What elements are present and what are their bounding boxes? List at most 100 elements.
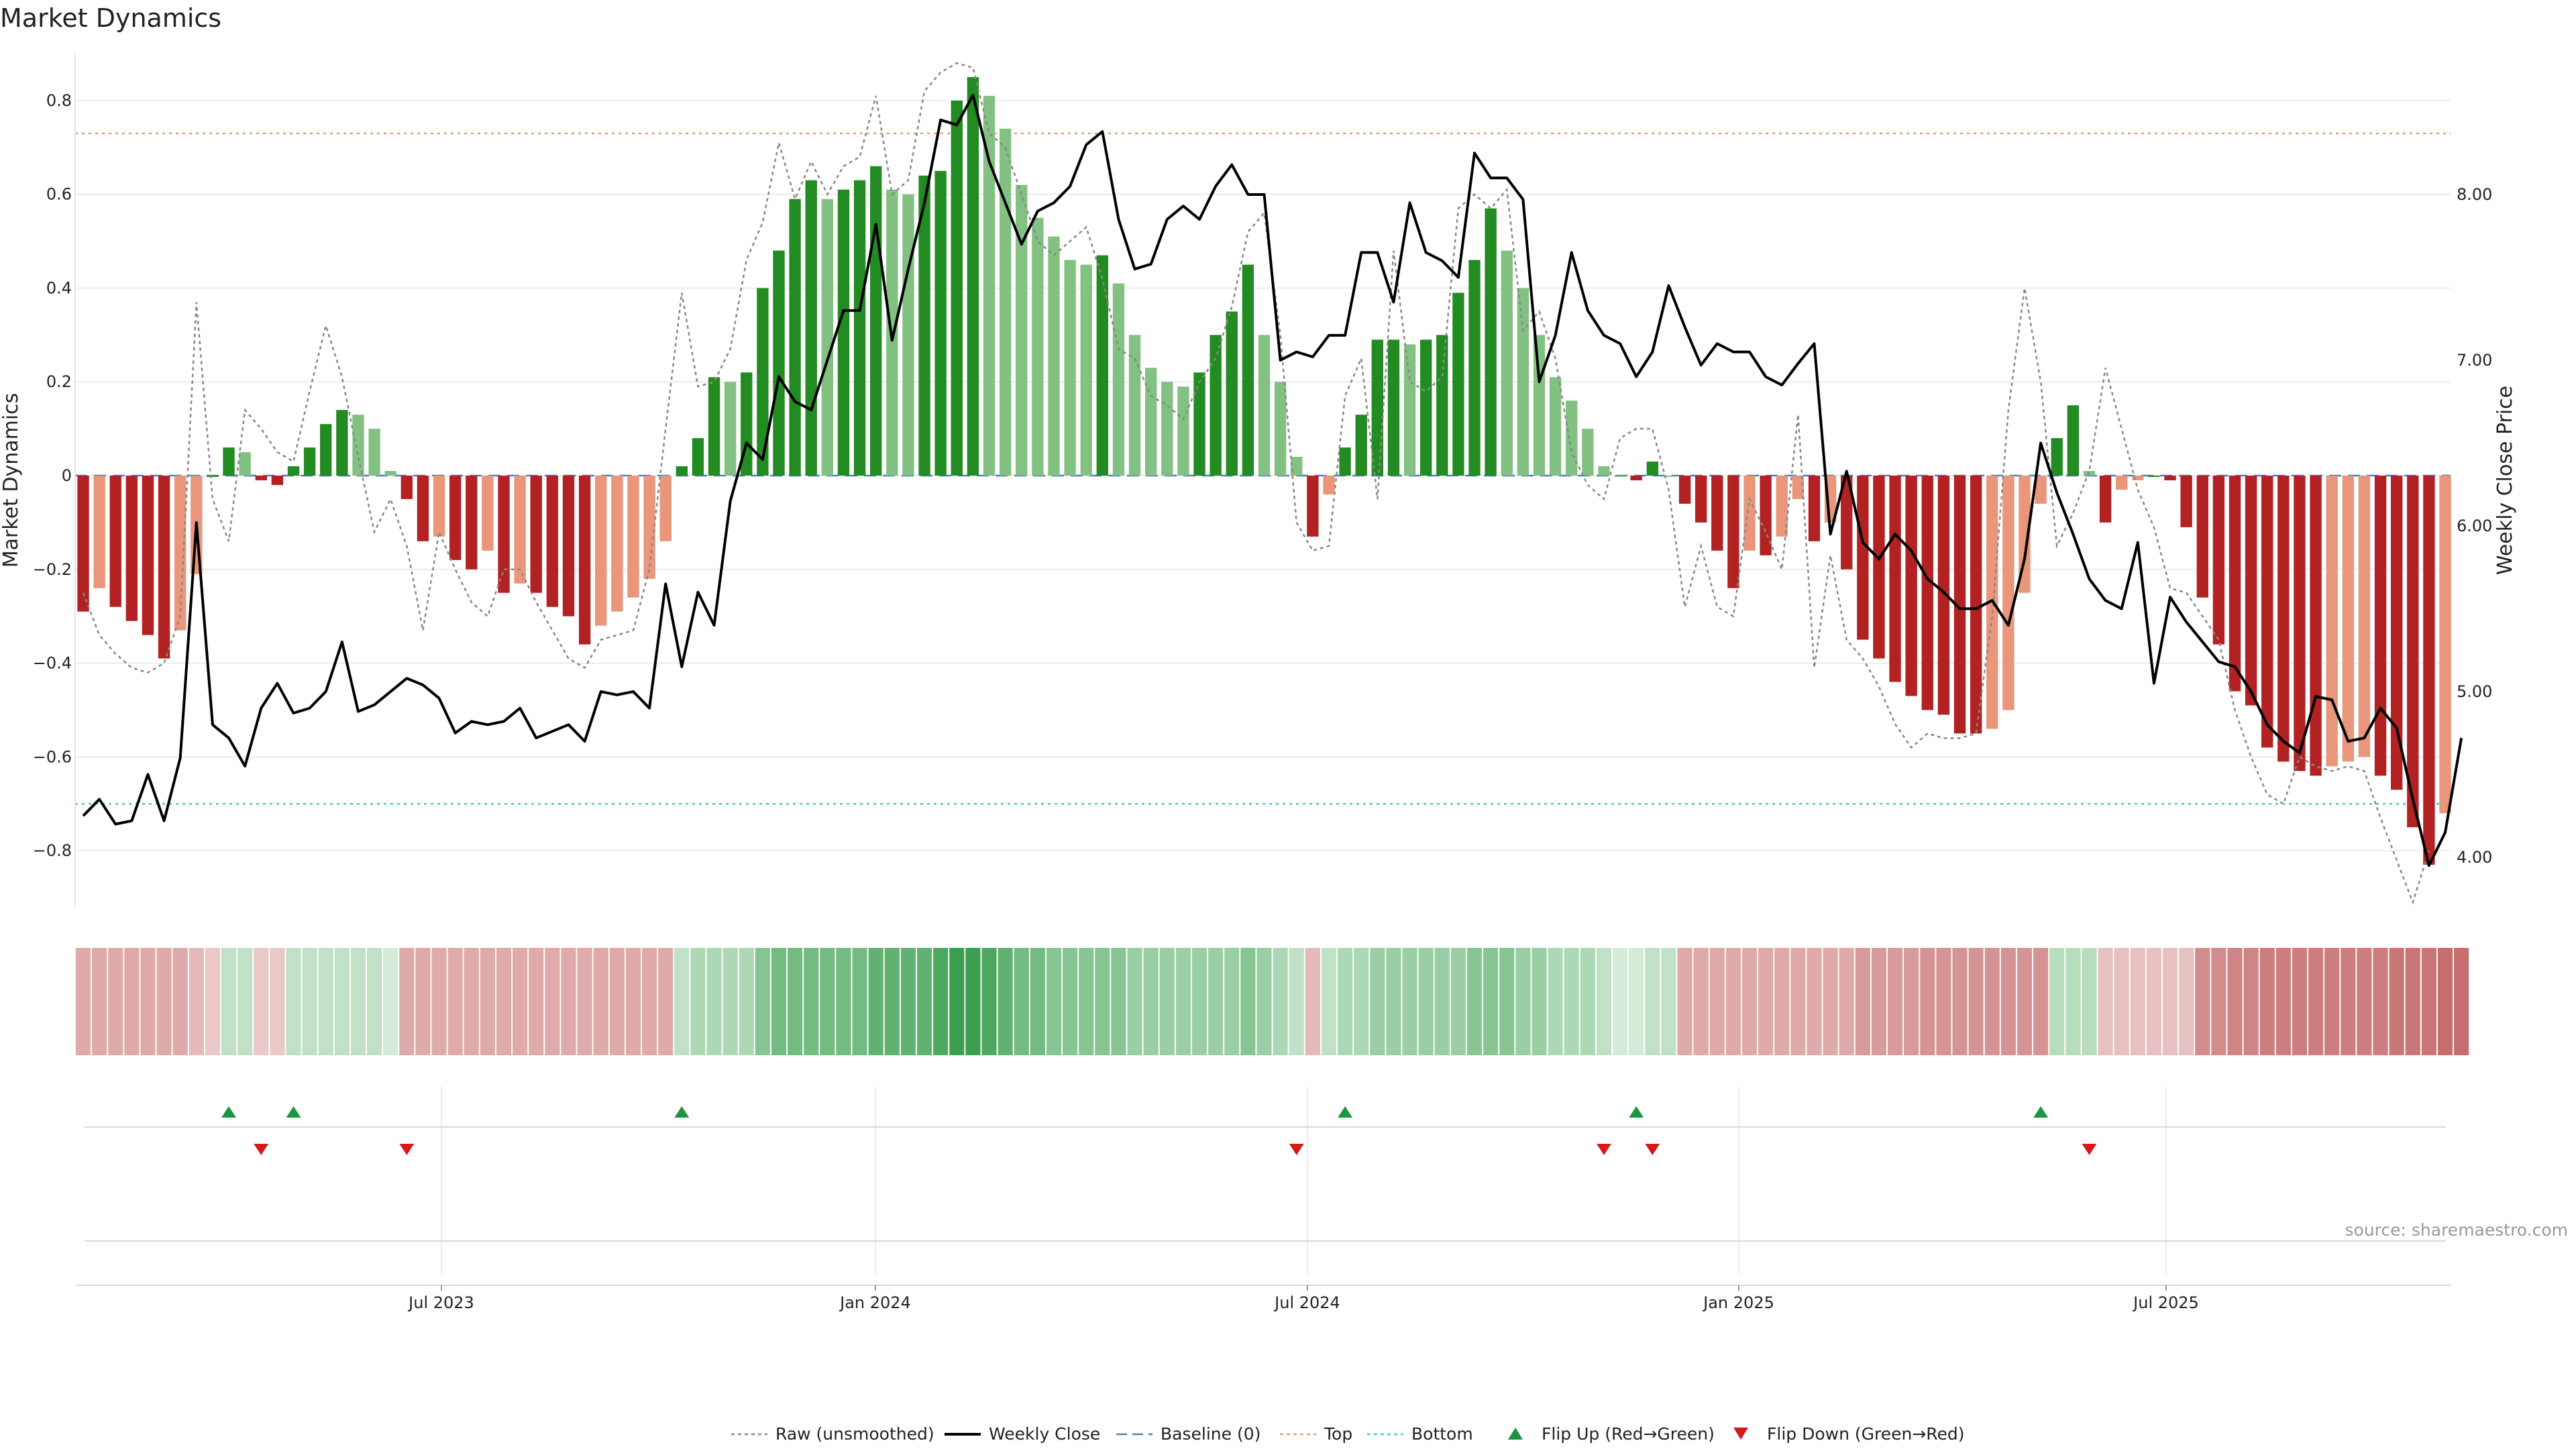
heat-strip-cell [496,948,512,1055]
dynamics-bar [1743,476,1756,551]
heat-strip-cell [2324,948,2340,1055]
heat-strip-cell [1645,948,1660,1055]
dynamics-bar [2019,476,2031,593]
dynamics-bar [773,250,785,476]
grid-lines [75,99,2451,1275]
heat-strip-cell [1483,948,1499,1055]
flip-down-marker [1596,1144,1611,1155]
flip-up-marker [2033,1106,2049,1118]
dynamics-bar [2132,476,2144,480]
dynamics-bar [2277,476,2290,762]
heat-strip-cell [2000,948,2016,1055]
heat-strip-cell [1159,948,1175,1055]
heat-strip-cell [1887,948,1903,1055]
heat-strip-cell [1968,948,1984,1055]
dynamics-bar [1112,283,1125,476]
flip-up-marker [1629,1106,1644,1118]
dynamics-bar [999,128,1012,476]
flip-markers-panel [85,1106,2445,1242]
heat-strip-cell [1289,948,1304,1055]
heat-strip-cell [1063,948,1078,1055]
heat-strip-cell [1548,948,1563,1055]
heat-strip-cell [755,948,770,1055]
dynamics-bar [1760,476,1772,555]
heat-strip-cell [1499,948,1515,1055]
dynamics-bar [757,288,769,476]
dynamics-bar [611,476,623,612]
heat-strip-cell [949,948,965,1055]
heat-strip-cell [1273,948,1288,1055]
heat-strip-cell [1823,948,1838,1055]
dynamics-bar [562,476,575,616]
dynamics-bar [1177,386,1189,476]
dynamics-bar [1485,208,1497,476]
heat-strip-cell [189,948,204,1055]
dynamics-bar [1403,344,1416,476]
heat-strip-cell [545,948,560,1055]
legend-label: Weekly Close [989,1424,1100,1444]
dynamics-bar [207,476,219,478]
heat-strip-cell [2227,948,2243,1055]
heat-strip-cell [367,948,382,1055]
heat-strip-cell [2389,948,2404,1055]
dynamics-bar [125,476,138,621]
x-tick-label: Jan 2024 [839,1293,911,1312]
heat-strip-cell [2162,948,2178,1055]
dynamics-bar [384,471,396,476]
heat-strip-cell [1402,948,1417,1055]
heat-strip-cell [334,948,350,1055]
x-tick-label: Jan 2025 [1702,1293,1774,1312]
left-y-tick-label: 0.4 [46,278,72,297]
heat-strip-cell [2179,948,2194,1055]
dynamics-bar [368,429,380,476]
dynamics-bar [2439,476,2451,814]
dynamics-bar [1016,184,1028,476]
dynamics-bar [2180,476,2192,527]
dynamics-bar [1646,462,1658,476]
left-y-tick-label: −0.2 [33,560,72,579]
heat-strip-cell [674,948,690,1055]
dynamics-bar [400,476,413,499]
heat-strip-cell [998,948,1013,1055]
heat-strip-cell [513,948,528,1055]
dynamics-bar [1323,476,1335,494]
weekly-close-series [82,93,2463,867]
legend: Raw (unsmoothed) Weekly Close Baseline (0)… [731,1424,1965,1444]
dynamics-bar [1857,476,1869,640]
x-tick-label: Jul 2023 [407,1293,474,1312]
right-y-tick-label: 4.00 [2457,848,2492,867]
heat-strip-cell [1208,948,1224,1055]
heat-strip-cell [1224,948,1240,1055]
dynamics-bar [1889,476,1901,682]
dynamics-bar [498,476,510,593]
dynamics-bar [1533,335,1546,476]
heat-strip-cell [156,948,172,1055]
dynamics-bar [1307,476,1319,537]
right-y-tick-label: 5.00 [2457,682,2492,701]
legend-label: Raw (unsmoothed) [775,1424,934,1444]
heat-strip-cell [1807,948,1822,1055]
heat-strip-cell [302,948,317,1055]
heat-strip-cell [1175,948,1191,1055]
dynamics-bar [1517,288,1529,476]
dynamics-bar [466,476,478,570]
heat-strip-cell [916,948,932,1055]
heat-strip-cell [2405,948,2420,1055]
dynamics-bar [303,447,316,476]
heat-strip-cell [1774,948,1790,1055]
left-y-tick-label: 0.6 [46,185,72,204]
dynamics-bar [2051,438,2063,476]
heat-strip-cell [1321,948,1337,1055]
heat-strip-cell [221,948,237,1055]
heat-strip-cell [2275,948,2291,1055]
heat-strip-cell [804,948,819,1055]
legend-swatch [1733,1428,1748,1440]
heat-strip-cell [1030,948,1045,1055]
heat-strip-cell [1920,948,1935,1055]
heat-strip-cell [318,948,333,1055]
heat-strip-cell [1143,948,1159,1055]
dynamics-bar [967,76,979,476]
heat-strip-cell [1370,948,1385,1055]
heat-strip-cell [593,948,608,1055]
